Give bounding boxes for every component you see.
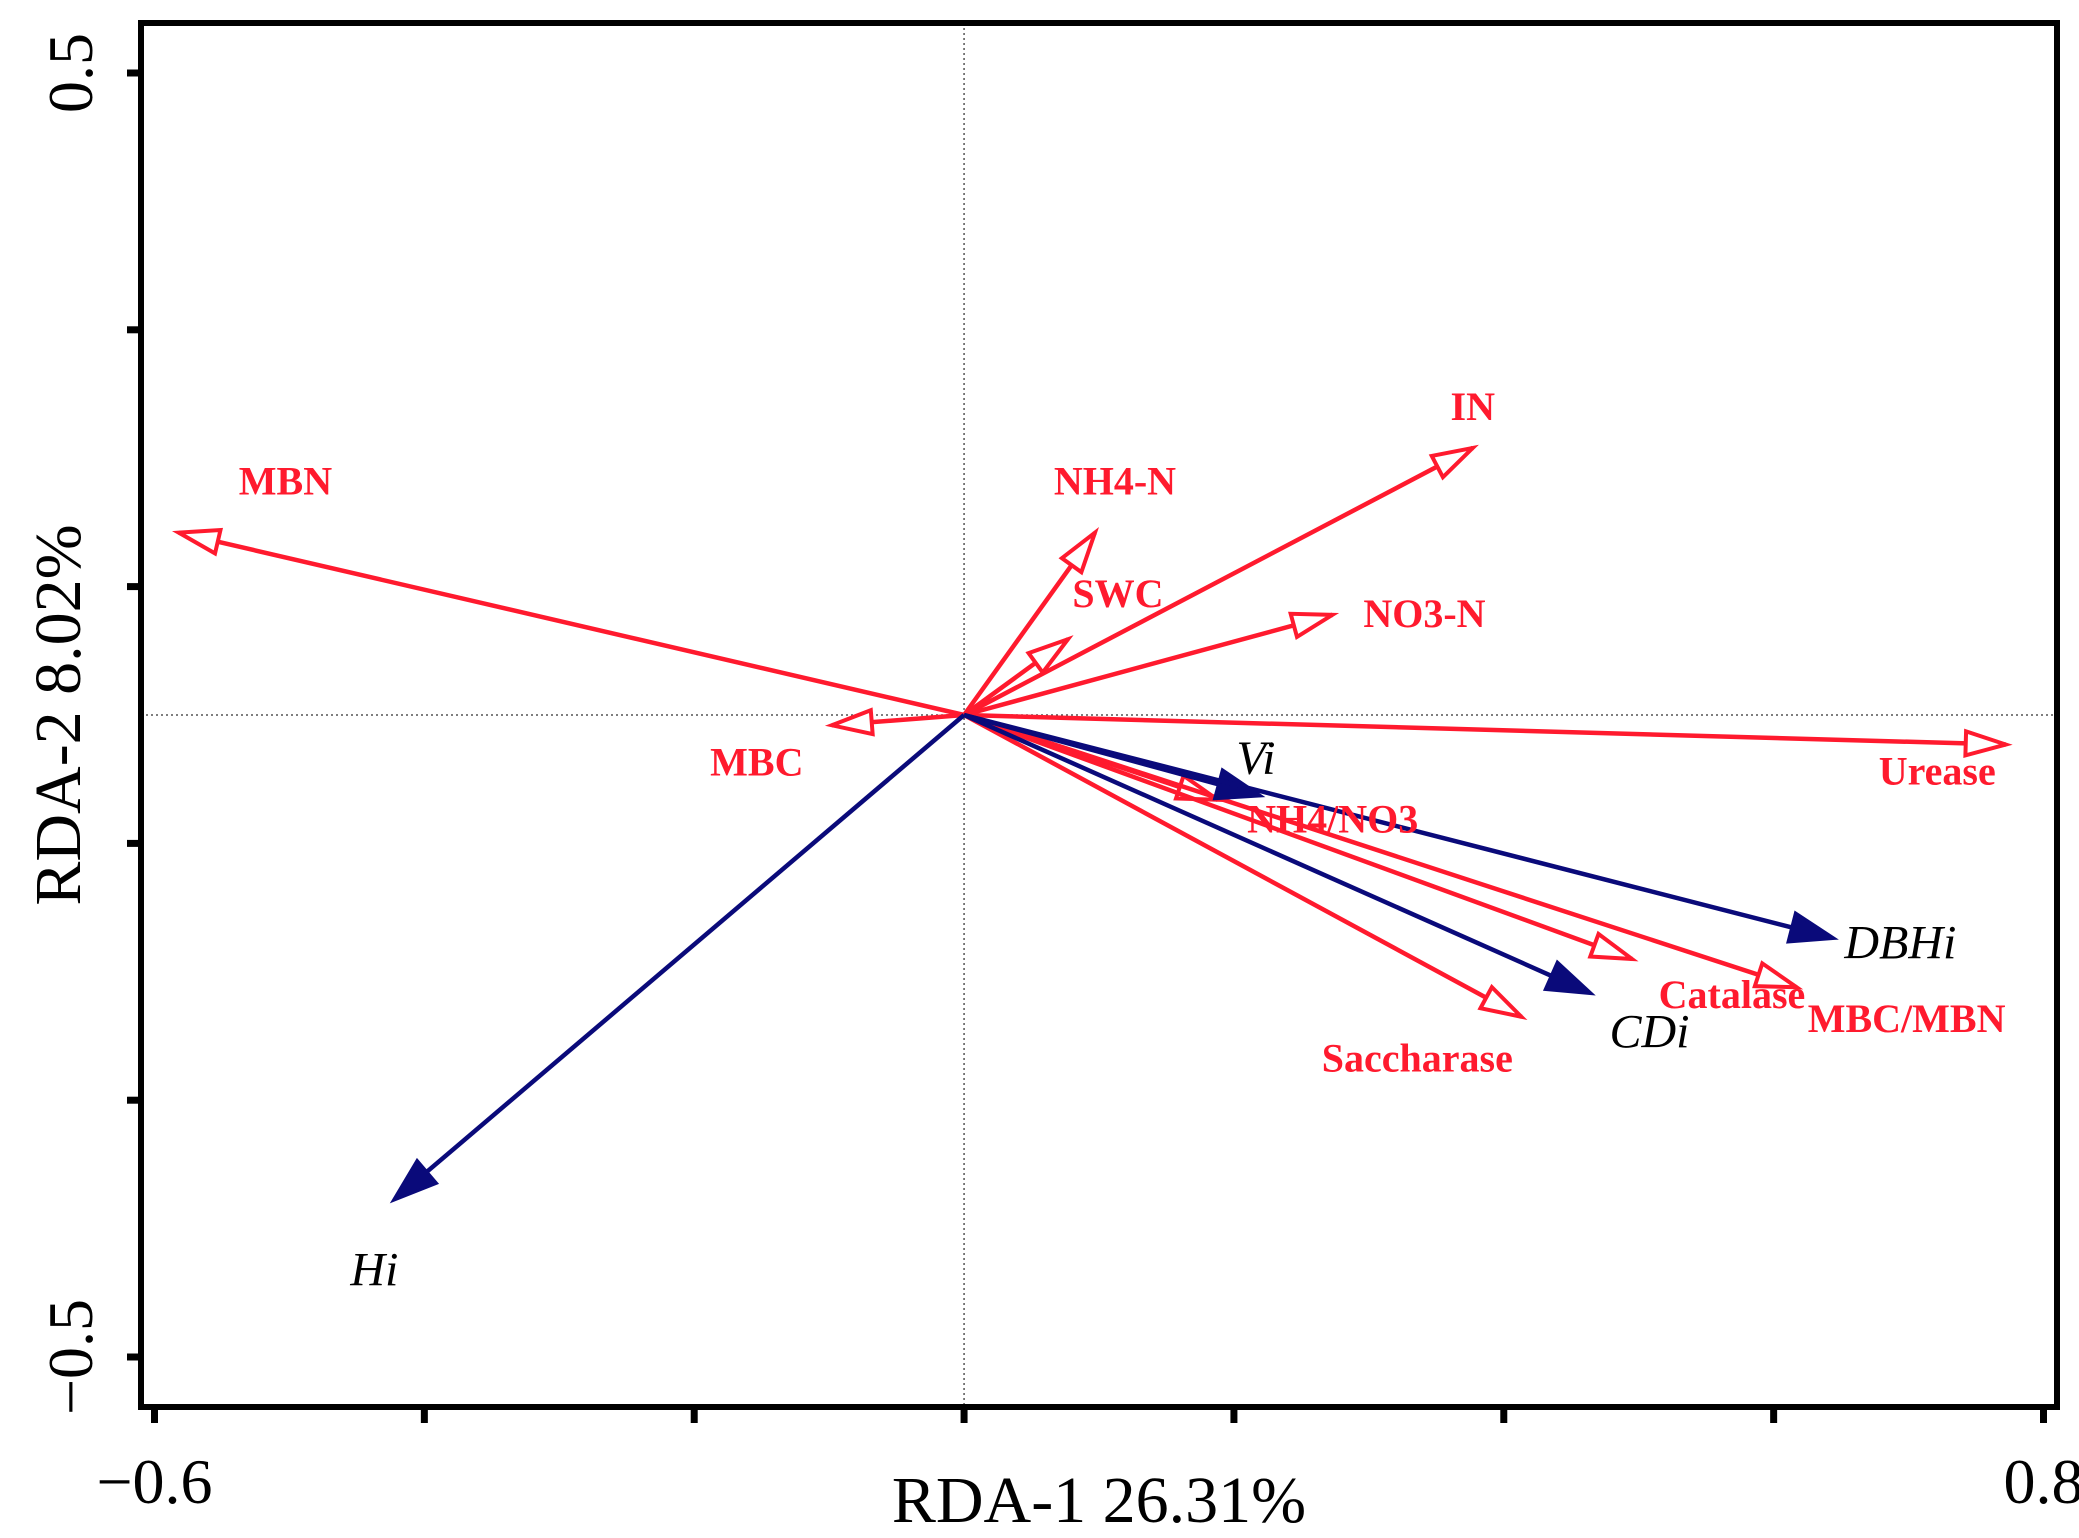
zero-reference-lines xyxy=(141,23,2057,1407)
env-vector-head xyxy=(1288,611,1340,641)
env-vector-line xyxy=(964,712,2006,747)
env-vector-saccharase xyxy=(962,713,1528,1021)
plot-frame xyxy=(138,20,2060,1410)
env-label-urease: Urease xyxy=(1879,749,1996,794)
env-vector-mbc xyxy=(824,707,965,737)
env-vector-line xyxy=(963,712,1798,990)
env-label-nh4-n: NH4-N xyxy=(1054,459,1176,504)
env-vector-mbc-mbn xyxy=(963,712,1804,990)
ordination-vectors xyxy=(172,444,2013,1204)
env-vector-head xyxy=(172,527,224,557)
species-label-hi: Hi xyxy=(349,1243,398,1296)
species-label-vi: Vi xyxy=(1236,732,1275,785)
env-label-nh4-no3: NH4/NO3 xyxy=(1247,797,1418,842)
vector-labels: MBN NH4-N IN SWC NO3-N MBC Urease NH4/NO3 Catala… xyxy=(239,384,2006,1296)
y-tick-label: −0.5 xyxy=(35,1299,106,1415)
env-vector-urease xyxy=(964,712,2013,759)
env-vector-head xyxy=(1058,527,1100,576)
y-tick-label: 0.5 xyxy=(35,33,106,113)
x-tick-label: −0.6 xyxy=(96,1446,212,1517)
env-vector-swc xyxy=(962,635,1074,717)
species-vector-line xyxy=(425,713,966,1174)
species-vector-hi xyxy=(389,713,966,1204)
env-vector-head xyxy=(824,707,875,737)
env-vector-head xyxy=(1025,635,1074,676)
env-vector-head xyxy=(1963,728,2013,759)
env-vector-line xyxy=(963,712,1633,962)
species-vector-head xyxy=(1786,910,1839,944)
env-label-in: IN xyxy=(1451,384,1496,429)
species-vector-line xyxy=(963,712,1793,930)
env-vector-nh4-n xyxy=(962,527,1100,717)
env-label-catalase: Catalase xyxy=(1659,972,1806,1017)
env-vector-head xyxy=(1428,444,1479,481)
env-label-mbc: MBC xyxy=(710,739,803,784)
env-vector-catalase xyxy=(963,712,1639,962)
env-label-no3-n: NO3-N xyxy=(1363,591,1485,636)
species-label-dbhi: DBHi xyxy=(1843,916,1956,969)
env-vector-head xyxy=(1587,930,1639,962)
species-vector-line xyxy=(963,712,1553,978)
env-vector-line xyxy=(963,612,1334,718)
x-axis-title: RDA-1 26.31% xyxy=(892,1464,1306,1537)
env-label-mbc-mbn: MBC/MBN xyxy=(1808,996,2006,1041)
env-label-saccharase: Saccharase xyxy=(1322,1036,1513,1081)
species-vector-head xyxy=(389,1157,440,1204)
env-vector-head xyxy=(1477,983,1528,1021)
axis-titles: RDA-1 26.31% RDA-2 8.02% xyxy=(22,524,1306,1537)
env-label-swc: SWC xyxy=(1072,571,1163,616)
species-vector-head xyxy=(1542,959,1596,996)
env-label-mbn: MBN xyxy=(239,459,332,504)
env-vector-line xyxy=(963,445,1474,717)
plot-border xyxy=(138,20,2060,1410)
env-vector-line xyxy=(962,713,1523,1019)
species-label-cdi: CDi xyxy=(1609,1006,1689,1059)
env-vector-line xyxy=(178,530,965,718)
y-axis-title: RDA-2 8.02% xyxy=(22,524,95,905)
env-vector-in xyxy=(963,444,1479,717)
species-vector-cdi xyxy=(963,712,1596,996)
axis-ticks: −0.6 0.8 0.5 −0.5 xyxy=(35,33,2079,1517)
x-tick-label: 0.8 xyxy=(2004,1446,2079,1517)
env-vector-no3-n xyxy=(963,611,1340,718)
env-vector-head xyxy=(1752,960,1804,990)
env-vector-mbn xyxy=(172,527,965,718)
species-vector-dbhi xyxy=(963,712,1839,944)
